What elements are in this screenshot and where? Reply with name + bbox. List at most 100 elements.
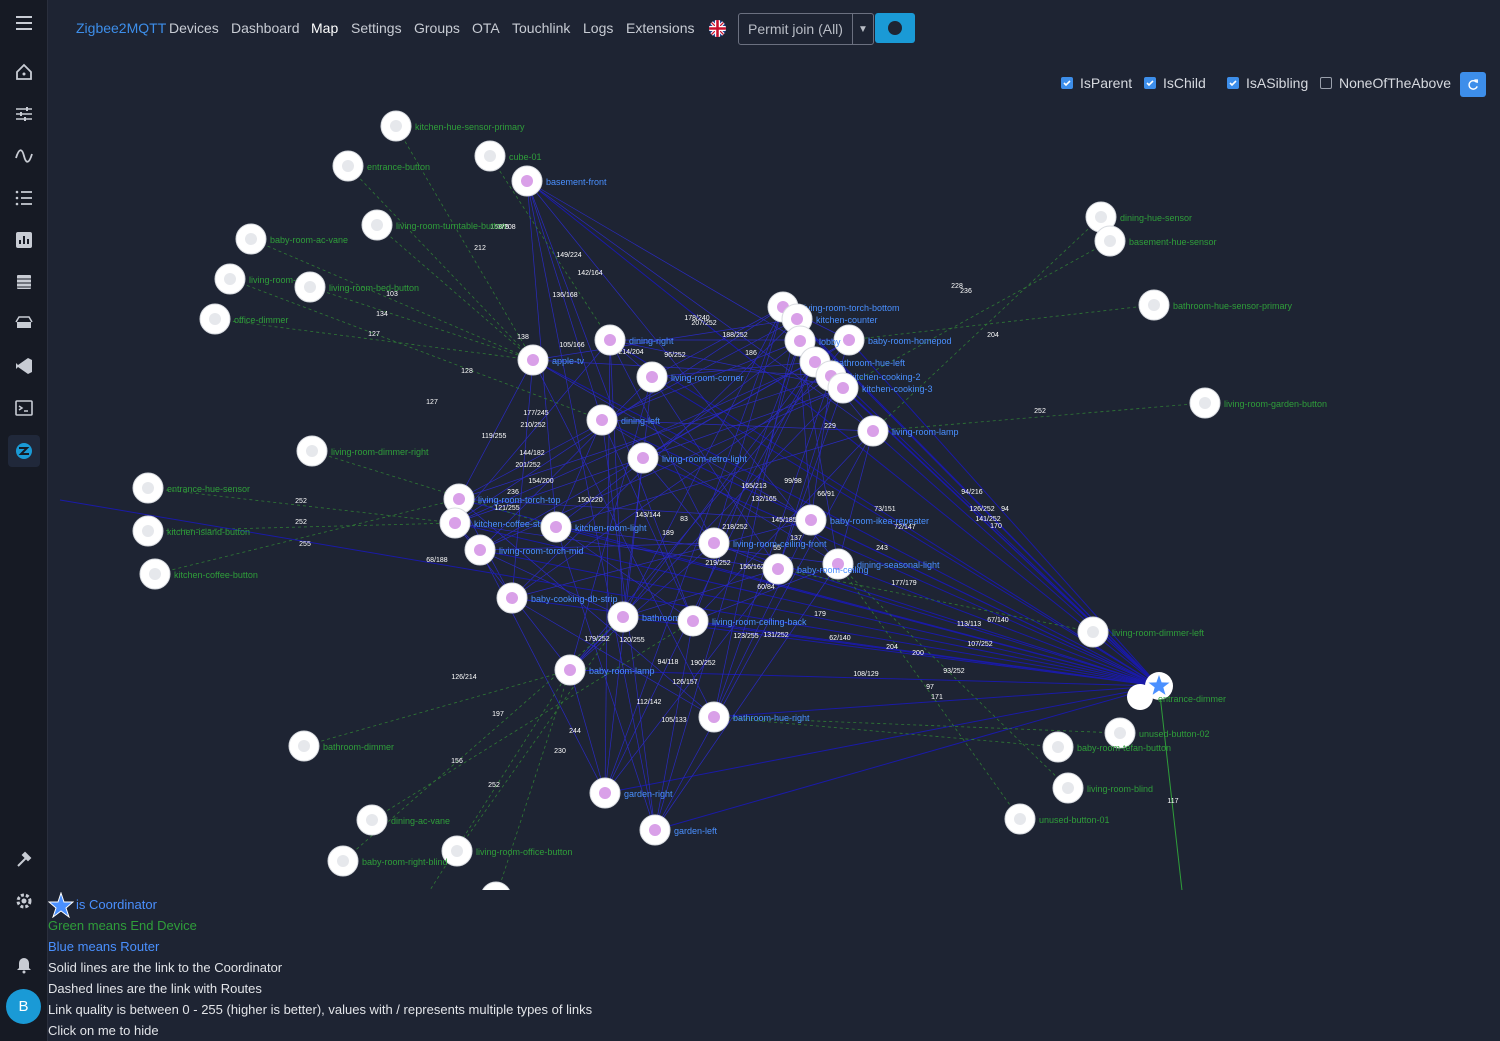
device-node-label[interactable]: unused-button-01 xyxy=(1039,815,1110,825)
device-node[interactable]: kitchen-room-light xyxy=(540,511,647,543)
device-node[interactable]: living-room-garden-button xyxy=(1189,387,1327,419)
device-node[interactable]: living-room-lamp xyxy=(857,415,959,447)
device-node-label[interactable]: office-dimmer xyxy=(234,315,288,325)
filter-is-a-sibling[interactable]: IsASibling xyxy=(1227,75,1308,91)
device-node-label[interactable]: baby-room-tefan-button xyxy=(1077,743,1171,753)
device-node[interactable]: living-room-dimmer-left xyxy=(1077,616,1205,648)
energy-icon[interactable] xyxy=(8,140,40,172)
media-icon[interactable] xyxy=(8,266,40,298)
device-node[interactable]: living-room-retro-light xyxy=(627,442,748,474)
device-node-circle[interactable] xyxy=(481,881,511,890)
map-legend[interactable]: is Coordinator Green means End Device Bl… xyxy=(48,891,592,1041)
device-node[interactable]: unused-button-02 xyxy=(1104,717,1210,749)
device-node[interactable]: bathroom-hue-right xyxy=(698,701,810,733)
device-node-label[interactable]: dining-ac-vane xyxy=(391,816,450,826)
device-node-label[interactable]: living-room-torch-mid xyxy=(499,546,584,556)
device-node[interactable]: baby-room-ac-vane xyxy=(235,223,348,255)
device-node[interactable]: unused-button-01 xyxy=(1004,803,1110,835)
device-node[interactable]: living-room-sensor xyxy=(214,263,323,295)
device-node-label[interactable]: basement-front xyxy=(546,177,607,187)
vscode-icon[interactable] xyxy=(8,350,40,382)
device-node[interactable]: cube-01 xyxy=(474,140,542,172)
device-node[interactable]: bathroom xyxy=(607,601,680,633)
permit-join-select[interactable]: Permit join (All) ▼ xyxy=(738,13,874,45)
device-node-label[interactable]: dining-hue-sensor xyxy=(1120,213,1192,223)
settings-icon[interactable] xyxy=(8,885,40,917)
device-node[interactable]: kitchen-coffee-strip xyxy=(439,507,550,539)
zigbee2mqtt-icon[interactable] xyxy=(8,435,40,467)
device-node[interactable]: garden-right xyxy=(589,777,673,809)
device-node[interactable]: office-dimmer xyxy=(199,303,288,335)
menu-icon[interactable] xyxy=(8,7,40,39)
device-node-label[interactable]: living-room-dimmer-right xyxy=(331,447,429,457)
device-node[interactable]: entrance-hue-sensor xyxy=(132,472,250,504)
checkbox-checked-icon[interactable] xyxy=(1144,77,1156,89)
device-node-label[interactable]: kitchen-coffee-button xyxy=(174,570,258,580)
device-node[interactable]: kitchen-coffee-button xyxy=(139,558,258,590)
device-node[interactable]: kitchen-table-button xyxy=(481,881,594,890)
device-node-label[interactable]: living-room-bed-button xyxy=(329,283,419,293)
nav-touchlink[interactable]: Touchlink xyxy=(512,20,571,36)
nav-logs[interactable]: Logs xyxy=(583,20,614,36)
device-node-label[interactable]: kitchen-coffee-strip xyxy=(474,519,550,529)
device-node-label[interactable]: garden-left xyxy=(674,826,718,836)
device-node[interactable]: kitchen-island-button xyxy=(132,515,250,547)
terminal-icon[interactable] xyxy=(8,392,40,424)
device-node[interactable]: entrance-button xyxy=(332,150,430,182)
device-node[interactable]: baby-room-homepod xyxy=(833,324,952,356)
nav-map[interactable]: Map xyxy=(311,20,339,36)
filter-is-child[interactable]: IsChild xyxy=(1144,75,1206,91)
filter-is-parent[interactable]: IsParent xyxy=(1061,75,1132,91)
device-node-label[interactable]: baby-room-right-blind xyxy=(362,857,448,867)
permit-join-label[interactable]: Permit join (All) xyxy=(739,14,853,44)
device-node-label[interactable]: dining-seasonal-light xyxy=(857,560,940,570)
coordinator-label[interactable]: entrance-dimmer xyxy=(1158,694,1226,704)
device-node-label[interactable]: living-room-ceiling-back xyxy=(712,617,807,627)
device-node[interactable]: living-room-blind xyxy=(1052,772,1153,804)
logbook-icon[interactable] xyxy=(8,182,40,214)
nav-devices[interactable]: Devices xyxy=(169,20,219,36)
device-node[interactable]: living-room-corner xyxy=(636,361,744,393)
device-node-label[interactable]: bathroom-dimmer xyxy=(323,742,394,752)
device-node-label[interactable]: living-room-blind xyxy=(1087,784,1153,794)
device-node-label[interactable]: kitchen-counter xyxy=(816,315,878,325)
device-node[interactable]: kitchen-cooking-3 xyxy=(827,372,933,404)
device-node-label[interactable]: living-room-torch-bottom xyxy=(802,303,900,313)
device-node-label[interactable]: living-room-turntable-button xyxy=(396,221,506,231)
device-node-label[interactable]: cube-01 xyxy=(509,152,542,162)
device-node-label[interactable]: baby-room-ac-vane xyxy=(270,235,348,245)
device-node[interactable]: baby-cooking-db-strip xyxy=(496,582,618,614)
filter-none-of-the-above[interactable]: NoneOfTheAbove xyxy=(1320,75,1451,91)
device-node-label[interactable]: living-room-torch-top xyxy=(478,495,561,505)
device-node-label[interactable]: basement-hue-sensor xyxy=(1129,237,1217,247)
device-node[interactable]: baby-room-ceiling xyxy=(762,553,869,585)
nav-settings[interactable]: Settings xyxy=(351,20,402,36)
history-icon[interactable] xyxy=(8,224,40,256)
device-node-label[interactable]: living-room-office-button xyxy=(476,847,572,857)
device-node-label[interactable]: kitchen-cooking-3 xyxy=(862,384,933,394)
checkbox-checked-icon[interactable] xyxy=(1061,77,1073,89)
device-node-label[interactable]: baby-room-ceiling xyxy=(797,565,869,575)
device-node-label[interactable]: living-room-lamp xyxy=(892,427,959,437)
refresh-button[interactable] xyxy=(1460,72,1486,97)
device-node[interactable]: living-room-bed-button xyxy=(294,271,419,303)
device-node[interactable]: bathroom-hue-sensor-primary xyxy=(1138,289,1293,321)
device-node-label[interactable]: apple-tv xyxy=(552,356,585,366)
bell-icon[interactable] xyxy=(8,948,40,980)
device-node-label[interactable]: unused-button-02 xyxy=(1139,729,1210,739)
nav-groups[interactable]: Groups xyxy=(414,20,460,36)
device-node[interactable]: baby-room-ikea-repeater xyxy=(795,504,929,536)
device-node-label[interactable]: entrance-hue-sensor xyxy=(167,484,250,494)
device-node-label[interactable]: living-room-sensor xyxy=(249,275,323,285)
device-node-label[interactable]: living-room-dimmer-left xyxy=(1112,628,1205,638)
device-node[interactable]: garden-left xyxy=(639,814,718,846)
device-node[interactable]: living-room-office-button xyxy=(441,835,572,867)
checkbox-unchecked-icon[interactable] xyxy=(1320,77,1332,89)
device-node-label[interactable]: dining-left xyxy=(621,416,661,426)
nav-extensions[interactable]: Extensions xyxy=(626,20,695,36)
nav-dashboard[interactable]: Dashboard xyxy=(231,20,300,36)
dimmer-node-circle[interactable] xyxy=(1127,684,1153,710)
device-node[interactable]: living-room-ceiling-back xyxy=(677,605,807,637)
home-assistant-icon[interactable] xyxy=(8,56,40,88)
nav-ota[interactable]: OTA xyxy=(472,20,500,36)
